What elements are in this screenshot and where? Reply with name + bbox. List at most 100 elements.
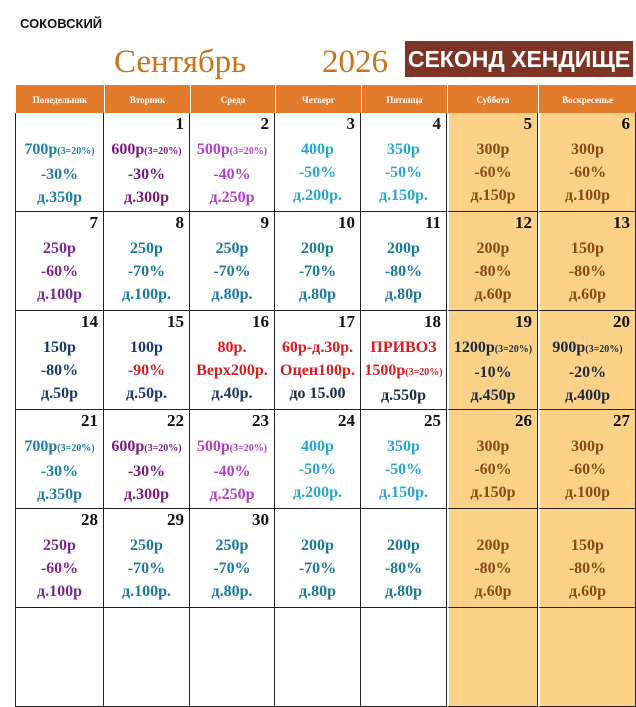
day-cell: 19 1200р(3=20%) -10% д.450р (447, 311, 538, 410)
day-number: 27 (613, 411, 630, 430)
day-number: 21 (81, 411, 98, 430)
day-number: 4 (432, 114, 442, 133)
cell-lines: 400р -50% д.200р. (275, 138, 360, 207)
day-cell: 2 500р(3=20%) -40% д.250р (190, 113, 275, 212)
line-text: д.50р. (126, 385, 167, 402)
price-line: -70% (104, 260, 189, 283)
line-note: (3=20%) (57, 443, 95, 454)
line-text: 300р (571, 438, 604, 455)
line-text: -60% (474, 164, 512, 181)
line-text: 250р (130, 240, 163, 257)
day-cell: 29 250р -70% д.100р. (104, 509, 190, 608)
line-text: -70% (298, 560, 337, 577)
price-line: д.200р. (275, 481, 360, 504)
day-number: 22 (167, 411, 184, 430)
price-line: д.100р (540, 481, 635, 504)
price-line: 80р. (190, 336, 274, 359)
price-line: 60р-д.30р. (275, 336, 360, 359)
line-text: д.150р (470, 484, 516, 501)
price-line: -70% (190, 557, 274, 580)
price-line: д.250р (190, 483, 274, 506)
price-line: д.80р. (190, 580, 274, 603)
price-line: Верх200р. (190, 359, 274, 382)
price-line: 200р (449, 534, 537, 557)
cell-lines: 300р -60% д.150р (449, 138, 537, 207)
line-text: -80% (474, 560, 512, 577)
price-line: -10% (449, 361, 537, 384)
line-text: д.100р. (122, 583, 171, 600)
empty-cell (447, 608, 538, 707)
day-cell: 700р(3=20%) -30% д.350р (15, 113, 104, 212)
cell-lines: 900р(3=20%) -20% д.400р (540, 336, 635, 407)
price-line: 700р(3=20%) (16, 435, 103, 460)
day-cell: 15 100р -90% д.50р. (104, 311, 190, 410)
price-line: 600р(3=20%) (104, 138, 189, 163)
line-text: -60% (40, 263, 79, 280)
line-note: (3=20%) (229, 146, 268, 157)
day-cell: 4 350р -50% д.150р. (361, 113, 447, 212)
day-cell: 21 700р(3=20%) -30% д.350р (15, 410, 104, 509)
empty-cell (104, 608, 190, 707)
line-text: -70% (298, 263, 337, 280)
price-line: 350р (361, 435, 446, 458)
line-text: д.80р. (211, 286, 253, 303)
day-cell: 16 80р. Верх200р. д.40р. (190, 311, 275, 410)
line-text: до 15.00 (289, 385, 346, 402)
day-number: 19 (515, 312, 532, 331)
line-text: д.250р (209, 486, 255, 503)
cell-lines: 200р -70% д.80р (275, 534, 360, 603)
price-line: -60% (449, 161, 537, 184)
cell-lines: 200р -70% д.80р (275, 237, 360, 306)
day-number: 29 (167, 510, 184, 529)
price-line: 250р (104, 237, 189, 260)
cell-lines: 60р-д.30р. Оцен100р. до 15.00 (275, 336, 360, 405)
line-text: -20% (568, 364, 607, 381)
line-text: -50% (384, 461, 423, 478)
day-number: 3 (346, 114, 356, 133)
line-text: -60% (474, 461, 512, 478)
price-line: д.100р (540, 184, 635, 207)
price-line: д.100р. (104, 283, 189, 306)
cell-lines: 250р -70% д.80р. (190, 534, 274, 603)
day-number: 20 (613, 312, 630, 331)
cell-lines: 250р -60% д.100р (16, 534, 103, 603)
day-number: 15 (167, 312, 184, 331)
month: Сентябрь (114, 44, 247, 80)
price-line: д.300р (104, 483, 189, 506)
brand: СЕКОНД ХЕНДИЩЕ (405, 41, 633, 77)
price-line: -60% (540, 458, 635, 481)
cell-lines: 700р(3=20%) -30% д.350р (16, 435, 103, 506)
price-line: д.150р. (361, 481, 446, 504)
weekday-header: Вторник (104, 85, 190, 113)
price-line: -60% (540, 161, 635, 184)
day-number: 8 (175, 213, 185, 232)
price-line: д.300р (104, 186, 189, 209)
cell-lines: 250р -70% д.80р. (190, 237, 274, 306)
day-cell: 9 250р -70% д.80р. (190, 212, 275, 311)
line-text: д.200р. (293, 484, 342, 501)
cell-lines: 600р(3=20%) -30% д.300р (104, 435, 189, 506)
line-text: д.60р (569, 286, 606, 303)
day-cell: 8 250р -70% д.100р. (104, 212, 190, 311)
price-line: -30% (16, 460, 103, 483)
cell-lines: 250р -70% д.100р. (104, 534, 189, 603)
line-text: д.400р (565, 387, 610, 404)
line-text: д.100р (565, 484, 610, 501)
line-text: 200р (301, 240, 334, 257)
line-text: 600р (111, 438, 145, 455)
page: СОКОВСКИЙ Сентябрь 2026 СЕКОНД ХЕНДИЩЕ П… (15, 16, 636, 707)
price-line: -40% (190, 163, 274, 186)
line-text: 150р (571, 537, 604, 554)
day-cell: 17 60р-д.30р. Оцен100р. до 15.00 (275, 311, 361, 410)
day-cell: 30 250р -70% д.80р. (190, 509, 275, 608)
cell-lines: 250р -70% д.100р. (104, 237, 189, 306)
cell-lines: 200р -80% д.80р (361, 534, 446, 603)
day-number: 30 (252, 510, 269, 529)
line-text: -60% (568, 461, 607, 478)
line-note: (3=20%) (229, 443, 268, 454)
line-note: (3=20%) (57, 146, 95, 157)
price-line: д.80р. (190, 283, 274, 306)
cell-lines: 300р -60% д.100р (540, 138, 635, 207)
line-text: д.150р (470, 187, 516, 204)
day-number: 24 (338, 411, 355, 430)
